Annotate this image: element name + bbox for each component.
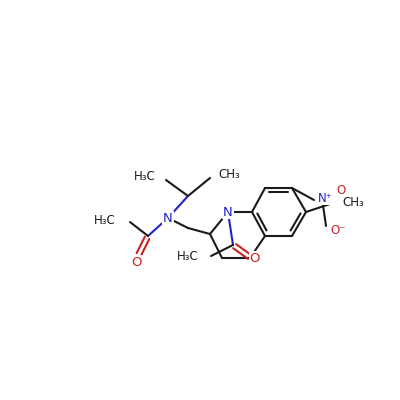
Text: H₃C: H₃C — [94, 214, 116, 226]
Text: H₃C: H₃C — [177, 250, 199, 262]
Text: N⁺: N⁺ — [318, 192, 333, 204]
Text: O: O — [336, 184, 345, 196]
Text: O⁻: O⁻ — [330, 224, 346, 236]
Text: O: O — [131, 256, 141, 268]
Text: CH₃: CH₃ — [342, 196, 364, 208]
Text: H₃C: H₃C — [134, 170, 156, 182]
Text: O: O — [250, 252, 260, 264]
Text: N: N — [163, 212, 173, 224]
Text: CH₃: CH₃ — [218, 168, 240, 180]
Text: N: N — [223, 206, 233, 218]
